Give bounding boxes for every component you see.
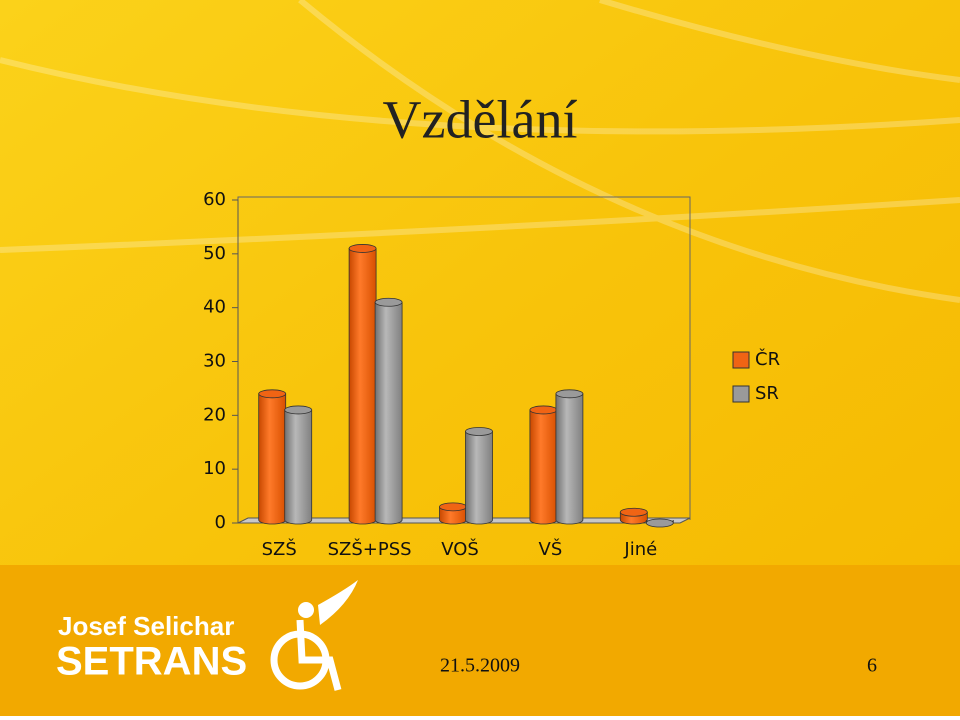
- streaks: [0, 0, 960, 303]
- bar-top: [284, 405, 313, 415]
- x-tick-label: SZŠ: [262, 538, 297, 560]
- bar-top: [348, 244, 377, 253]
- y-tick-label: 30: [203, 351, 226, 372]
- x-tick-label: Jiné: [623, 539, 657, 560]
- y-tick-label: 10: [203, 458, 226, 479]
- bar-body: [555, 393, 584, 525]
- footer-date: 21.5.2009: [440, 655, 520, 677]
- legend-label: SR: [755, 383, 779, 404]
- bar-body: [529, 409, 558, 525]
- bar-top: [465, 427, 493, 436]
- y-tick-label: 60: [203, 189, 226, 210]
- chart: 0 10 20 30 40 50 60 SZŠ SZŠ+PSS VOŠ VŠ Jiné ČR SR: [203, 189, 780, 560]
- bar-body: [348, 248, 377, 525]
- bar-body: [374, 301, 403, 525]
- y-tick-label: 50: [203, 243, 226, 264]
- logo-line2: SETRANS: [56, 640, 247, 684]
- logo-wing: [318, 580, 358, 625]
- legend-label: ČR: [755, 348, 780, 370]
- x-tick-label: SZŠ+PSS: [328, 538, 412, 560]
- logo-body: [296, 619, 342, 691]
- slide-title: Vzdělání: [383, 89, 578, 149]
- footer-page: 6: [867, 655, 877, 677]
- logo-head: [298, 602, 314, 618]
- bar-top: [374, 297, 403, 307]
- bar-top: [439, 502, 467, 512]
- logo-line1: Josef Selichar: [58, 611, 234, 641]
- bar-top: [645, 518, 674, 528]
- legend-swatch: [732, 385, 750, 403]
- bar-body: [284, 409, 313, 525]
- footer-band: [0, 565, 960, 716]
- bar-top: [619, 507, 648, 517]
- y-tick-label: 40: [203, 297, 226, 318]
- bar-top: [258, 389, 287, 399]
- bar-body: [465, 431, 493, 525]
- logo: Josef Selichar SETRANS: [56, 580, 358, 691]
- bar-top: [555, 389, 584, 399]
- bar-body: [258, 393, 287, 525]
- bar-top: [529, 405, 558, 415]
- y-tick-label: 0: [215, 512, 226, 533]
- x-tick-label: VOŠ: [441, 538, 479, 560]
- legend-swatch: [732, 351, 750, 369]
- x-tick-label: VŠ: [539, 538, 563, 560]
- y-tick-label: 20: [203, 404, 226, 425]
